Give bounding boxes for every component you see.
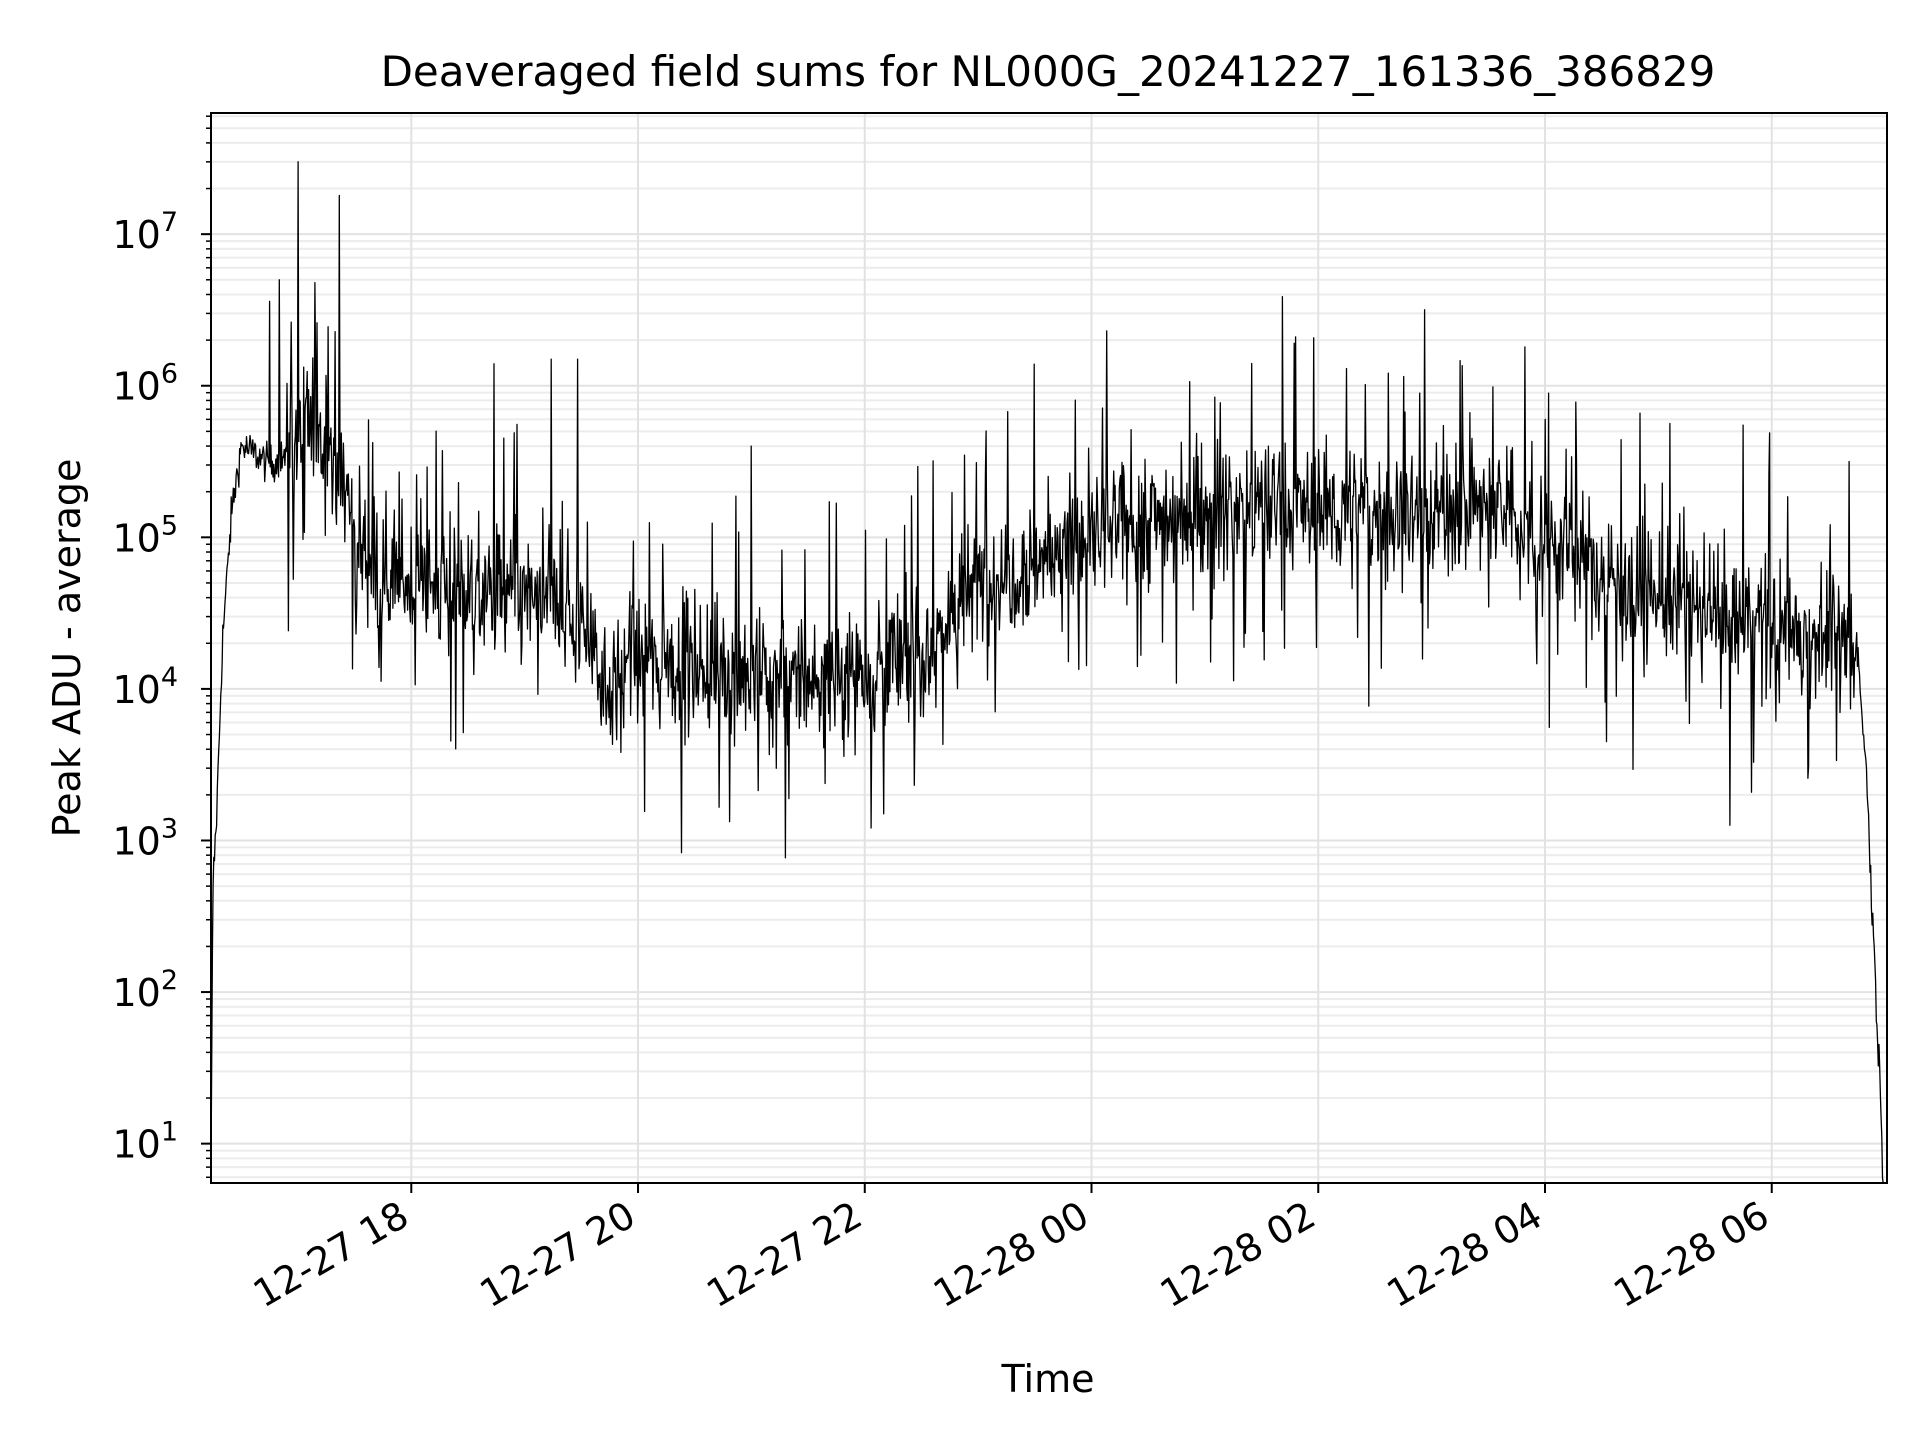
y-tick-label: 102 bbox=[112, 965, 178, 1015]
series-layer bbox=[210, 161, 1884, 1184]
y-tick-label: 105 bbox=[112, 510, 178, 560]
chart-title: Deaveraged field sums for NL000G_2024122… bbox=[381, 47, 1716, 96]
y-tick-label: 103 bbox=[112, 813, 178, 863]
plot-frame bbox=[210, 112, 1888, 1184]
series-line bbox=[210, 161, 1884, 1184]
x-tick-label: 12-27 18 bbox=[246, 1193, 416, 1317]
minor-gridlines bbox=[211, 115, 1887, 1179]
x-tick-label: 12-27 22 bbox=[699, 1193, 869, 1317]
x-tick-label: 12-28 02 bbox=[1153, 1193, 1323, 1317]
y-tick-label: 106 bbox=[112, 359, 178, 409]
y-tick-label: 107 bbox=[112, 207, 178, 257]
y-axis-label: Peak ADU - average bbox=[45, 459, 89, 838]
major-gridlines bbox=[211, 113, 1887, 1183]
y-tick-label: 104 bbox=[112, 662, 178, 712]
x-tick-label: 12-27 20 bbox=[473, 1193, 643, 1317]
x-axis-ticks: 12-27 18 12-27 20 12-27 22 12-28 00 12-28 02… bbox=[246, 1183, 1776, 1316]
x-tick-label: 12-28 04 bbox=[1380, 1193, 1550, 1317]
y-tick-label: 101 bbox=[112, 1117, 178, 1167]
x-axis-label: Time bbox=[1001, 1357, 1095, 1401]
y-axis-ticks: 101 102 103 104 105 106 107 bbox=[112, 115, 211, 1179]
x-tick-label: 12-28 06 bbox=[1606, 1193, 1776, 1317]
x-tick-label: 12-28 00 bbox=[926, 1193, 1096, 1317]
